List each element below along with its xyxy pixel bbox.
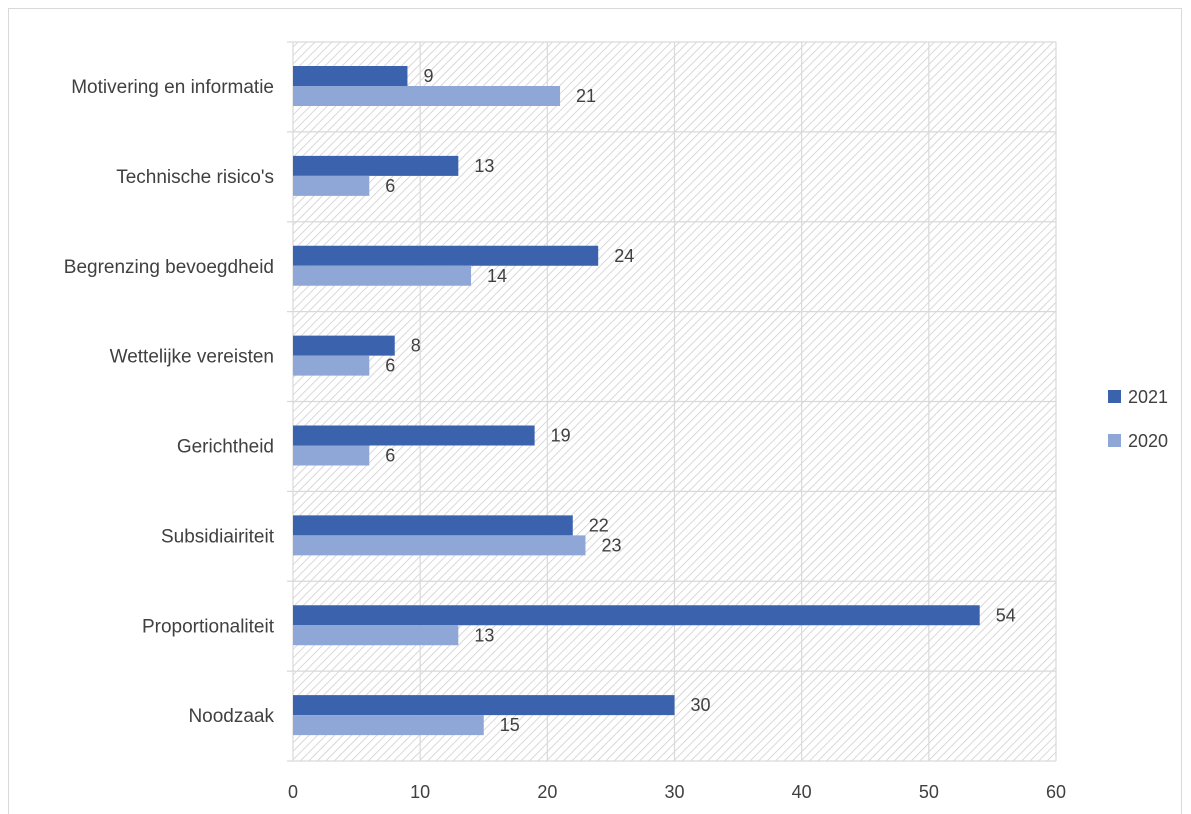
x-tick-label: 30 xyxy=(664,782,684,802)
bar-2021 xyxy=(293,155,459,176)
category-labels: Motivering en informatie Technische risic… xyxy=(64,77,275,727)
bar-2021 xyxy=(293,335,395,356)
bar-2020 xyxy=(293,715,484,736)
legend-label: 2020 xyxy=(1128,431,1168,451)
bar-2021 xyxy=(293,245,599,266)
category-label: Wettelijke vereisten xyxy=(110,347,274,368)
category-label: Begrenzing bevoegdheid xyxy=(64,257,274,278)
category-label: Technische risico's xyxy=(116,167,274,188)
bar-2021 xyxy=(293,515,573,536)
legend: 2021 2020 xyxy=(1108,387,1168,451)
x-tick-label: 10 xyxy=(410,782,430,802)
bar-2021 xyxy=(293,66,408,86)
data-label: 13 xyxy=(474,156,494,176)
category-label: Subsidiairiteit xyxy=(161,526,275,547)
data-label: 21 xyxy=(576,86,596,106)
data-label: 23 xyxy=(601,535,621,555)
bar-2021 xyxy=(293,425,535,446)
bar-2020 xyxy=(293,86,561,106)
data-label: 54 xyxy=(996,605,1016,625)
data-label: 6 xyxy=(385,176,395,196)
data-label: 8 xyxy=(411,336,421,356)
bar-2020 xyxy=(293,625,459,646)
data-label: 6 xyxy=(385,446,395,466)
bar-2020 xyxy=(293,175,370,196)
x-tick-label: 60 xyxy=(1046,782,1066,802)
category-label: Motivering en informatie xyxy=(71,77,274,98)
bar-2020 xyxy=(293,445,370,466)
data-label: 30 xyxy=(691,695,711,715)
x-tick-label: 20 xyxy=(537,782,557,802)
data-label: 24 xyxy=(614,246,634,266)
data-label: 6 xyxy=(385,356,395,376)
bar-2020 xyxy=(293,355,370,376)
category-label: Proportionaliteit xyxy=(142,616,275,637)
legend-swatch-2021 xyxy=(1108,390,1121,403)
gridlines xyxy=(287,41,1057,762)
bar-2020 xyxy=(293,265,472,286)
bar-2021 xyxy=(293,695,675,716)
data-label: 13 xyxy=(474,625,494,645)
legend-label: 2021 xyxy=(1128,387,1168,407)
bars xyxy=(293,66,980,736)
data-label: 9 xyxy=(423,66,433,86)
data-label: 14 xyxy=(487,266,507,286)
bar-2020 xyxy=(293,535,586,556)
legend-swatch-2020 xyxy=(1108,434,1121,447)
x-tick-label: 50 xyxy=(919,782,939,802)
data-label: 22 xyxy=(589,515,609,535)
bar-2021 xyxy=(293,605,980,626)
x-axis-tick-labels: 0 10 20 30 40 50 60 xyxy=(288,782,1066,802)
x-tick-label: 40 xyxy=(792,782,812,802)
category-label: Noodzaak xyxy=(188,706,274,727)
x-tick-label: 0 xyxy=(288,782,298,802)
data-label: 19 xyxy=(551,426,571,446)
data-label: 15 xyxy=(500,715,520,735)
category-label: Gerichtheid xyxy=(177,437,274,458)
